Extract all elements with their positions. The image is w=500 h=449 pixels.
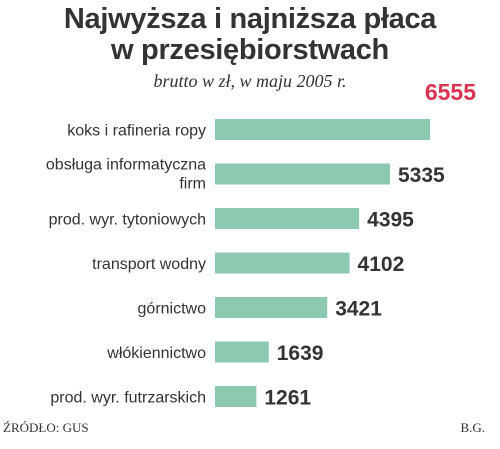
category-label-6: prod. wyr. futrzarskich — [50, 390, 206, 407]
chart-title-line-1: Najwyższa i najniższa płaca — [63, 3, 437, 35]
category-label-0: koks i rafineria ropy — [67, 123, 206, 140]
chart-title-line-2: w przesiębiorstwach — [111, 34, 389, 66]
category-label-3: transport wodny — [92, 256, 206, 273]
value-label-1: 5335 — [398, 164, 445, 187]
value-label-4: 3421 — [335, 298, 382, 321]
bar-2 — [215, 208, 360, 229]
value-label-6: 1261 — [264, 387, 311, 410]
value-label-2: 4395 — [367, 209, 414, 232]
category-label-2: prod. wyr. tytoniowych — [49, 212, 206, 229]
category-label-1-line-1: firm — [179, 176, 206, 193]
source-note: ŹRÓDŁO: GUS — [3, 420, 89, 435]
bar-3 — [215, 252, 350, 274]
bar-6 — [215, 386, 257, 407]
chart-subtitle: brutto w zł, w maju 2005 r. — [153, 71, 347, 91]
bar-5 — [215, 341, 269, 363]
bar-1 — [215, 163, 390, 185]
bar-4 — [215, 297, 328, 318]
category-label-1-line-0: obsługa informatyczna — [46, 157, 206, 174]
bar-0 — [215, 119, 430, 140]
value-label-0: 6555 — [425, 79, 476, 105]
value-label-3: 4102 — [358, 253, 405, 276]
value-label-5: 1639 — [277, 342, 324, 365]
author-initials: B.G. — [460, 420, 485, 435]
category-label-5: włókiennictwo — [106, 345, 206, 362]
category-label-4: górnictwo — [138, 301, 207, 318]
